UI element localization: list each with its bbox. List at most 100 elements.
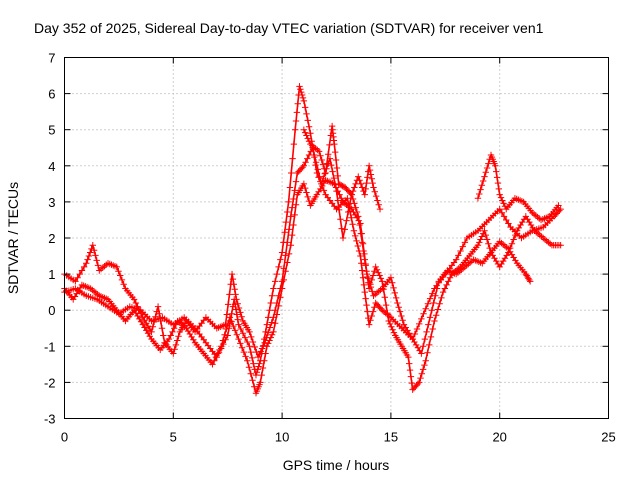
data-point-marker — [428, 307, 436, 314]
data-point-marker — [348, 191, 355, 198]
data-point-marker — [233, 331, 241, 338]
data-point-marker — [286, 184, 294, 191]
data-point-marker — [325, 151, 332, 158]
series-line — [477, 154, 560, 221]
data-point-marker — [357, 252, 364, 260]
data-point-marker — [280, 276, 288, 284]
data-point-marker — [389, 279, 396, 286]
series-line — [63, 179, 531, 394]
data-point-marker — [291, 211, 298, 219]
data-point-marker — [261, 339, 268, 346]
data-point-marker — [555, 202, 562, 209]
data-point-marker — [264, 329, 272, 336]
data-point-marker — [248, 333, 255, 341]
data-point-marker — [415, 379, 423, 386]
data-point-marker — [500, 200, 507, 207]
data-point-marker — [399, 317, 406, 324]
data-point-marker — [257, 379, 264, 386]
data-point-marker — [285, 226, 293, 233]
y-tick-label: 1 — [48, 267, 55, 282]
data-point-marker — [223, 311, 231, 318]
data-point-marker — [482, 231, 489, 239]
data-point-marker — [426, 295, 434, 302]
data-point-marker — [476, 239, 483, 246]
data-point-marker — [374, 197, 381, 204]
data-point-marker — [434, 306, 442, 313]
data-point-marker — [367, 317, 374, 324]
data-point-marker — [388, 323, 395, 331]
x-tick-label: 0 — [61, 430, 68, 445]
x-tick-label: 15 — [384, 430, 398, 445]
data-point-marker — [438, 294, 445, 302]
data-point-marker — [169, 328, 176, 336]
data-point-marker — [369, 308, 377, 315]
data-point-marker — [352, 232, 359, 240]
data-point-marker — [414, 380, 422, 388]
data-point-marker — [424, 300, 432, 307]
data-point-marker — [268, 331, 276, 338]
data-point-marker — [332, 156, 340, 164]
data-point-marker — [421, 361, 428, 369]
data-point-marker — [413, 325, 421, 333]
data-point-marker — [249, 338, 257, 346]
data-point-marker — [211, 357, 218, 364]
data-point-marker — [501, 203, 509, 210]
data-point-marker — [304, 155, 311, 162]
data-point-marker — [134, 303, 141, 310]
data-point-marker — [277, 256, 284, 263]
data-point-marker — [247, 348, 254, 356]
data-point-marker — [439, 288, 447, 296]
data-point-marker — [257, 348, 264, 355]
data-point-marker — [350, 227, 358, 234]
data-point-marker — [287, 213, 295, 220]
data-point-marker — [368, 288, 376, 295]
data-point-marker — [318, 156, 325, 164]
data-point-marker — [405, 353, 412, 361]
data-point-marker — [457, 247, 464, 255]
data-point-marker — [285, 198, 292, 206]
data-point-marker — [171, 345, 178, 353]
data-point-marker — [343, 217, 350, 224]
data-point-marker — [483, 236, 491, 243]
data-point-marker — [287, 242, 295, 249]
data-point-marker — [263, 343, 271, 350]
data-point-marker — [557, 242, 564, 249]
data-point-marker — [217, 343, 225, 350]
data-point-marker — [172, 321, 180, 328]
data-point-marker — [118, 276, 126, 284]
data-point-marker — [422, 305, 429, 312]
data-point-marker — [288, 231, 296, 239]
data-point-marker — [267, 334, 274, 341]
data-point-marker — [503, 216, 510, 224]
data-point-marker — [351, 200, 358, 207]
data-point-marker — [300, 126, 308, 133]
data-point-marker — [237, 325, 244, 333]
data-point-marker — [349, 221, 356, 228]
data-point-marker — [232, 291, 239, 298]
data-point-marker — [479, 177, 487, 185]
data-point-marker — [357, 180, 365, 188]
data-point-marker — [432, 292, 439, 299]
data-point-marker — [89, 242, 96, 249]
data-point-marker — [477, 236, 484, 243]
data-point-marker — [474, 195, 482, 202]
data-point-marker — [120, 281, 127, 288]
data-point-marker — [259, 364, 267, 372]
data-point-marker — [375, 201, 382, 208]
data-point-marker — [234, 316, 241, 323]
data-point-marker — [94, 262, 102, 269]
data-point-marker — [336, 191, 343, 198]
data-point-marker — [226, 291, 233, 298]
data-point-marker — [419, 366, 427, 373]
data-point-marker — [307, 148, 315, 155]
data-point-marker — [288, 204, 296, 211]
series-track-c — [61, 177, 534, 397]
data-point-marker — [304, 135, 311, 142]
data-point-marker — [405, 360, 413, 367]
data-point-marker — [303, 189, 310, 196]
data-point-marker — [367, 171, 375, 178]
data-point-marker — [235, 321, 242, 328]
data-point-marker — [255, 363, 262, 370]
data-point-marker — [300, 97, 308, 105]
